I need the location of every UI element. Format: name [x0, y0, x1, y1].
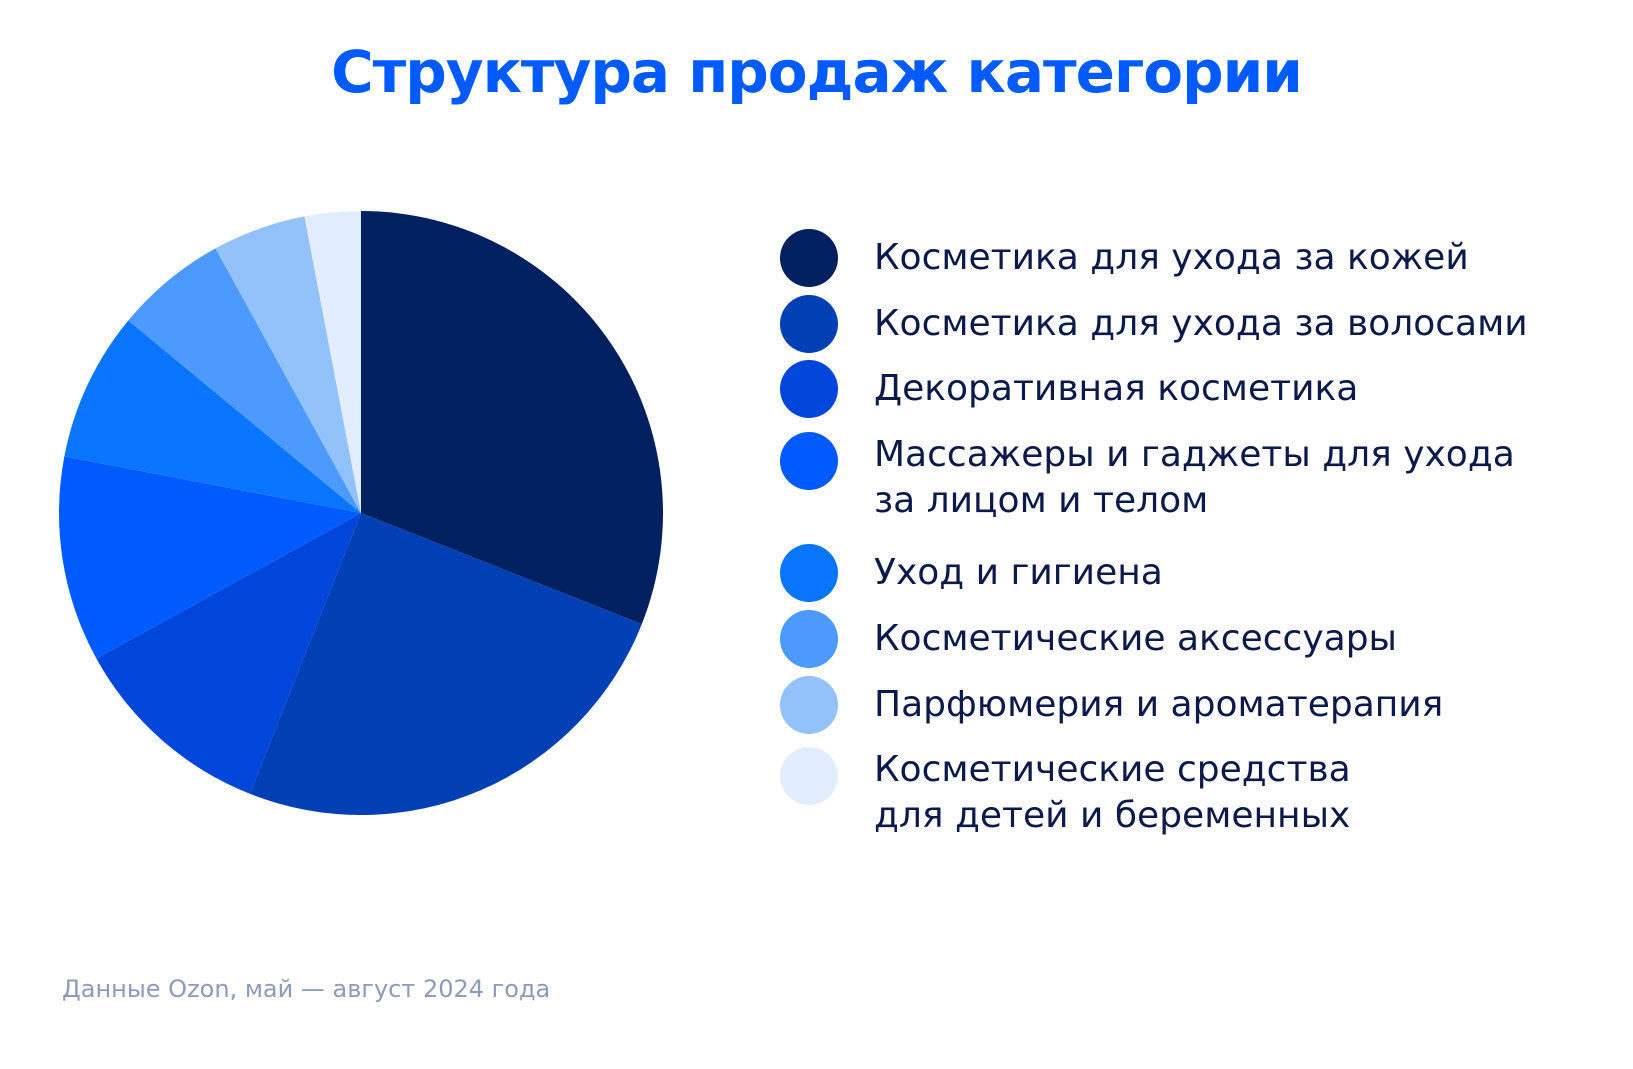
legend-swatch [780, 229, 838, 287]
pie-slice-3 [96, 513, 361, 794]
pie-slice-4 [58, 456, 361, 659]
legend-label: Косметика для ухода за кожей [874, 237, 1469, 278]
pie-slice-1 [361, 211, 663, 625]
legend-label: Декоративная косметика [874, 368, 1359, 409]
legend-label: Косметика для ухода за волосами [874, 303, 1528, 344]
legend-swatch [780, 544, 838, 602]
pie-slice-5 [64, 320, 362, 513]
pie-chart [58, 211, 663, 815]
legend-swatch [780, 747, 838, 805]
pie-slice-8 [304, 211, 361, 513]
pie-slice-7 [215, 216, 361, 513]
legend-label: Парфюмерия и ароматерапия [874, 684, 1444, 725]
pie-slice-2 [249, 513, 642, 815]
legend-swatch [780, 432, 838, 490]
legend-label: Уход и гигиена [874, 552, 1163, 593]
legend-swatch [780, 295, 838, 353]
chart-title: Структура продаж категории [331, 38, 1303, 106]
legend-label: Косметические средства для детей и береме… [874, 749, 1351, 836]
legend-label: Массажеры и гаджеты для ухода за лицом и … [874, 434, 1515, 521]
legend-swatch [780, 360, 838, 418]
source-note: Данные Ozon, май — август 2024 года [62, 975, 551, 1003]
pie-slice-6 [128, 248, 361, 513]
legend-swatch [780, 676, 838, 734]
legend-swatch [780, 610, 838, 668]
legend-label: Косметические аксессуары [874, 618, 1397, 659]
